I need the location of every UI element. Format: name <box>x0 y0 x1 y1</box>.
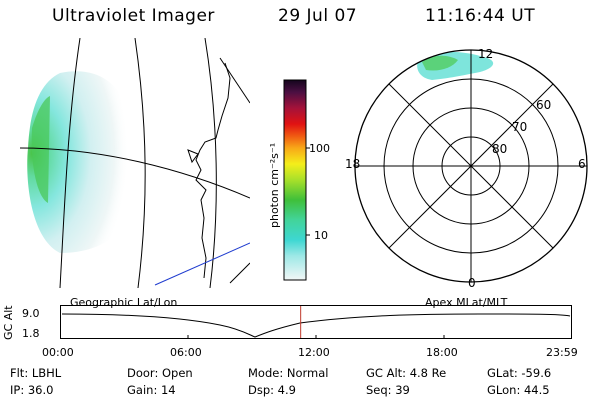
mlat-label-70: 70 <box>512 120 528 134</box>
seq-label: Seq: 39 <box>366 383 410 397</box>
gc-alt-label: GC Alt: 4.8 Re <box>366 366 447 380</box>
colorbar <box>283 79 310 281</box>
door-label: Door: Open <box>127 366 193 380</box>
coastline <box>195 62 231 279</box>
ip-label: IP: 36.0 <box>10 383 54 397</box>
mlt-label-18: 18 <box>345 157 361 171</box>
colorbar-tick-100: 100 <box>309 142 330 155</box>
altitude-strip <box>60 305 572 339</box>
glon-label: GLon: 44.5 <box>487 383 550 397</box>
altitude-ymin: 1.8 <box>22 327 40 340</box>
aurora-emission <box>27 71 141 253</box>
mlt-label-6: 6 <box>578 157 586 171</box>
xtick-1200: 12:00 <box>298 346 330 359</box>
mlt-label-0: 0 <box>468 276 476 290</box>
colorbar-unit-label: photon cm⁻²s⁻¹ <box>268 142 281 228</box>
dsp-label: Dsp: 4.9 <box>248 383 296 397</box>
altitude-ymax: 9.0 <box>22 307 40 320</box>
xtick-1800: 18:00 <box>426 346 458 359</box>
mlt-label-12: 12 <box>478 47 494 61</box>
filter-label: Flt: LBHL <box>10 366 62 380</box>
coastline-blue <box>154 242 250 286</box>
altitude-ylabel: GC Alt <box>2 305 15 340</box>
altitude-curve <box>61 313 571 338</box>
date-label: 29 Jul 07 <box>278 6 358 26</box>
gain-label: Gain: 14 <box>127 383 176 397</box>
time-label: 11:16:44 UT <box>425 6 536 26</box>
mlat-label-60: 60 <box>536 98 552 112</box>
mode-label: Mode: Normal <box>248 366 329 380</box>
xtick-0600: 06:00 <box>170 346 202 359</box>
xtick-0000: 00:00 <box>42 346 74 359</box>
xtick-2359: 23:59 <box>546 346 578 359</box>
geographic-image-panel <box>20 38 250 288</box>
glat-label: GLat: -59.6 <box>487 366 552 380</box>
instrument-title: Ultraviolet Imager <box>52 6 215 26</box>
polar-plot <box>354 49 588 283</box>
mlat-label-80: 80 <box>492 142 508 156</box>
colorbar-tick-10: 10 <box>314 229 328 242</box>
